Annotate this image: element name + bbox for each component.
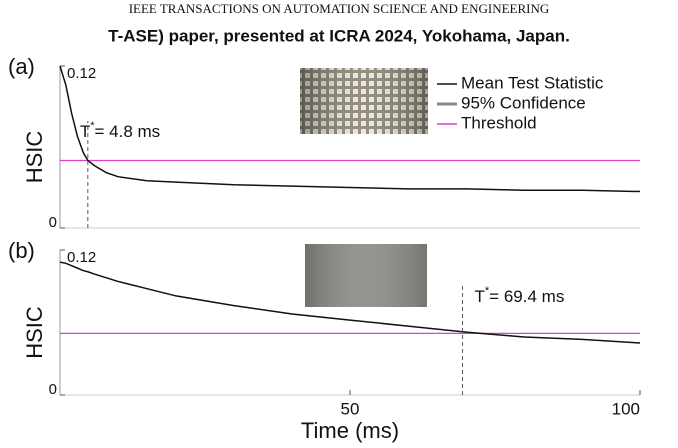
panel-label: (b) (8, 238, 35, 263)
x-tick-label: 100 (612, 399, 640, 418)
annotation-part: ms (537, 287, 564, 306)
annotation-part: T (475, 287, 485, 306)
x-tick-label: 50 (341, 399, 360, 418)
legend-label: Threshold (461, 113, 537, 132)
y-axis-label: HSIC (22, 131, 47, 184)
legend-label: Mean Test Statistic (461, 73, 604, 92)
page: IEEE TRANSACTIONS ON AUTOMATION SCIENCE … (0, 0, 678, 448)
annotation-label: T*= 4.8 ms (80, 120, 160, 142)
photo-b (305, 244, 427, 307)
note-line: T-ASE) paper, presented at ICRA 2024, Yo… (108, 26, 570, 45)
figure: IEEE TRANSACTIONS ON AUTOMATION SCIENCE … (0, 0, 678, 448)
annotation-part: 69.4 (504, 287, 537, 306)
annotation-part: T (80, 122, 90, 141)
annotation-label: T*= 69.4 ms (475, 285, 565, 307)
y-tick-label: 0.12 (67, 65, 96, 82)
annotation-part: ms (133, 122, 160, 141)
photo-a (300, 68, 428, 134)
y-tick-label: 0.12 (67, 249, 96, 266)
annotation-part: = (489, 287, 504, 306)
y-axis-label: HSIC (22, 306, 47, 359)
legend-label: 95% Confidence (461, 93, 586, 112)
x-axis-label: Time (ms) (301, 418, 399, 443)
y-tick-label: 0 (49, 214, 57, 231)
annotation-part: 4.8 (109, 122, 133, 141)
journal-header: IEEE TRANSACTIONS ON AUTOMATION SCIENCE … (129, 1, 550, 16)
y-tick-label: 0 (49, 381, 57, 398)
panel-label: (a) (8, 54, 35, 79)
annotation-part: = (95, 122, 110, 141)
